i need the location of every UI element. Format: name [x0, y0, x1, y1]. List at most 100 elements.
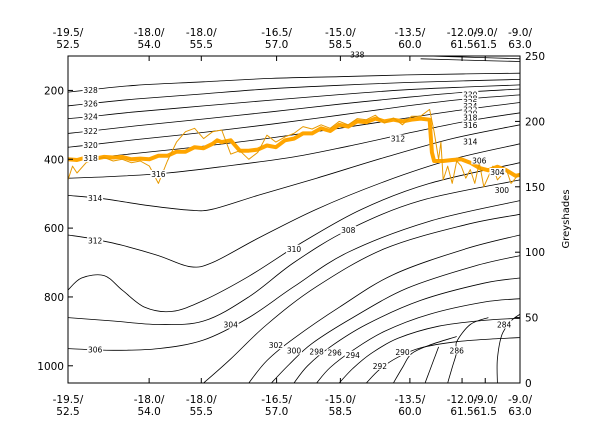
contour-label-328-bg [82, 86, 99, 95]
x-bottom-tick-label: -16.5/ [261, 394, 292, 406]
x-bottom-tick-label: -18.0/ [134, 394, 165, 406]
cluster-label-306-bg [471, 156, 488, 165]
x-top-tick-label: 58.5 [329, 39, 352, 51]
contour-316 [68, 112, 520, 179]
x-bottom-tick-label: -15.0/ [325, 394, 356, 406]
cluster-label-316: 316 [463, 121, 478, 130]
y-left-tick-label: 600 [44, 223, 64, 235]
series-line-1 [68, 108, 520, 188]
contour-label-304-bg [222, 320, 239, 329]
y-right-tick-label: 50 [525, 313, 538, 325]
x-top-tick-label: 61.5 [450, 39, 473, 51]
x-top-tick-label: -12.0/ [447, 27, 478, 39]
x-top-tick-label: -13.5/ [395, 27, 426, 39]
contour-label-318: 318 [83, 154, 98, 163]
contour-290 [393, 336, 457, 383]
contour-338 [417, 56, 520, 60]
contour-label-300: 300 [287, 346, 302, 355]
y-right-tick-label: 0 [525, 378, 532, 390]
y-right-tick-label: 250 [525, 51, 545, 63]
contour-label-298: 298 [309, 347, 324, 356]
contour-label-302-bg [267, 341, 284, 350]
contour-label-298-bg [308, 347, 325, 356]
contour-label-338: 338 [350, 50, 365, 59]
cluster-label-312-bg [389, 134, 406, 143]
contour-label-290: 290 [395, 348, 410, 357]
data-series [68, 108, 520, 188]
contour-320 [68, 94, 520, 148]
right-axis-title: Greyshades [561, 189, 572, 248]
y-left-tick-label: 400 [44, 154, 64, 166]
contour-284 [496, 313, 520, 383]
x-top-tick-label: 55.5 [190, 39, 213, 51]
x-top-tick-label: 57.0 [265, 39, 288, 51]
contour-label-316-bg [150, 170, 167, 179]
y-right-tick-label: 150 [525, 182, 545, 194]
contour-label-316: 316 [151, 170, 166, 179]
cluster-label-300-bg [493, 186, 510, 195]
contour-label-308: 308 [341, 226, 356, 235]
x-bottom-tick-label: -18.0/ [186, 394, 217, 406]
x-bottom-tick-label: 55.5 [190, 406, 213, 418]
x-top-tick-label: 60.0 [398, 39, 421, 51]
y-left-tick-label: 1000 [37, 361, 64, 373]
contour-310 [68, 162, 520, 313]
contour-label-286-bg [448, 346, 465, 355]
x-top-tick-label: 54.0 [137, 39, 160, 51]
cluster-label-304: 304 [490, 168, 505, 177]
contour-label-292: 292 [373, 362, 388, 371]
cluster-label-318-bg [462, 113, 479, 122]
x-bottom-tick-label: 60.0 [398, 406, 421, 418]
x-top-tick-label: 63.0 [508, 39, 531, 51]
contour-label-326-bg [82, 99, 99, 108]
x-bottom-tick-label: -13.5/ [395, 394, 426, 406]
contour-314 [68, 124, 520, 212]
x-top-tick-label: -18.0/ [186, 27, 217, 39]
contour-label-310: 310 [287, 245, 302, 254]
contour-306 [68, 200, 520, 351]
y-right-tick-label: 100 [525, 247, 545, 259]
contour-label-304: 304 [224, 320, 239, 329]
contour-label-284-bg [496, 320, 513, 329]
x-bottom-tick-label: 61.5 [450, 406, 473, 418]
contour-label-306-bg [87, 345, 104, 354]
x-bottom-tick-label: -19.5/ [53, 394, 84, 406]
x-bottom-tick-label: 52.5 [56, 406, 79, 418]
x-top-tick-label: -9.0/ [473, 27, 497, 39]
contour-label-296-bg [326, 348, 343, 357]
contour-label-322: 322 [83, 127, 98, 136]
contour-label-308-bg [340, 225, 357, 234]
x-top-tick-label: -9.0/ [508, 27, 532, 39]
contour-294 [338, 317, 520, 383]
cluster-label-306: 306 [472, 156, 487, 165]
contour-label-314: 314 [88, 194, 103, 203]
contour-312 [68, 143, 520, 268]
contour-label-326: 326 [83, 100, 98, 109]
x-bottom-tick-label: 54.0 [137, 406, 160, 418]
cluster-label-312: 312 [391, 135, 406, 144]
cluster-label-304-bg [489, 167, 506, 176]
y-right-tick-label: 200 [525, 116, 545, 128]
cluster-label-314: 314 [463, 137, 478, 146]
contour-labels: 3383283263243223203183163143123103083063… [82, 50, 513, 371]
x-bottom-tick-label: 63.0 [508, 406, 531, 418]
contour-322 [68, 88, 520, 134]
contour-326 [68, 79, 520, 107]
contour-332 [420, 58, 520, 62]
cluster-label-318: 318 [463, 113, 478, 122]
contour-label-324-bg [82, 112, 99, 121]
contour-label-306: 306 [88, 346, 103, 355]
contour-label-294-bg [344, 350, 361, 359]
contour-328 [68, 72, 520, 93]
contour-label-338-bg [349, 50, 366, 59]
cluster-label-300: 300 [495, 186, 510, 195]
x-top-tick-label: 52.5 [56, 39, 79, 51]
contour-label-324: 324 [83, 113, 98, 122]
x-bottom-tick-label: -9.0/ [473, 394, 497, 406]
contour-label-320-bg [82, 140, 99, 149]
contour-324 [68, 84, 520, 119]
x-top-tick-label: -15.0/ [325, 27, 356, 39]
x-bottom-tick-label: 58.5 [329, 406, 352, 418]
contour-label-290-bg [394, 348, 411, 357]
x-top-tick-label: -19.5/ [53, 27, 84, 39]
